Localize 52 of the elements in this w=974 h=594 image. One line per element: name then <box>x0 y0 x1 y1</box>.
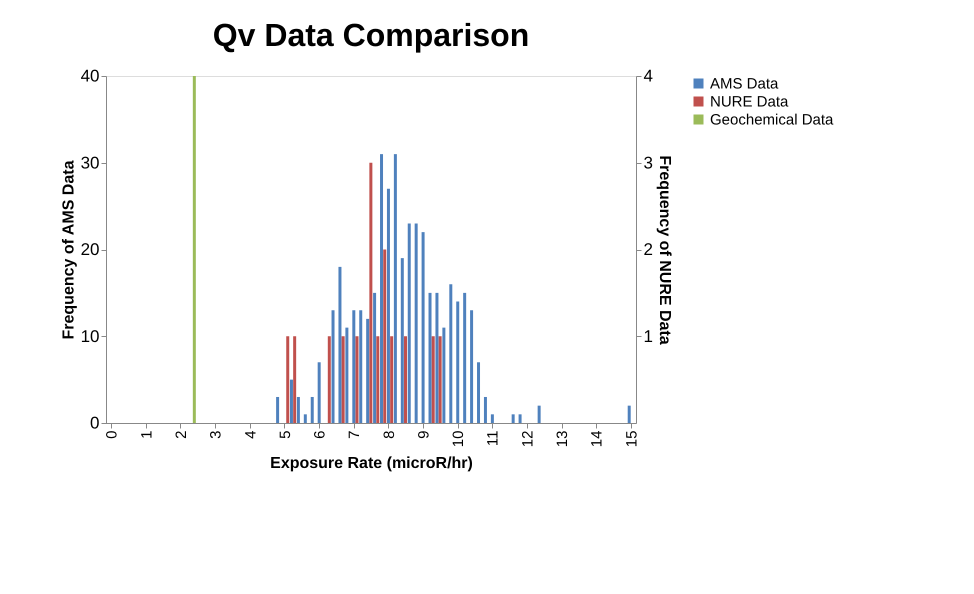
x-tick-label: 14 <box>588 430 606 448</box>
y-tick-label: 10 <box>80 326 100 346</box>
y2-tick-label: 2 <box>644 240 653 259</box>
bar <box>276 396 280 423</box>
bar <box>463 292 466 423</box>
x-tick-label: 10 <box>450 430 468 448</box>
x-tick-label: 13 <box>554 430 572 448</box>
legend-label: AMS Data <box>710 76 780 92</box>
y-tick-label: 40 <box>80 66 100 86</box>
y2-axis-title: Frequency of NURE Data <box>656 155 673 345</box>
y-tick-label: 30 <box>80 153 100 172</box>
x-axis-title: Exposure Rate (microR/hr) <box>270 455 473 472</box>
bar <box>422 232 425 423</box>
x-tick-label: 7 <box>346 430 364 439</box>
x-tick-label: 12 <box>519 430 536 448</box>
bar <box>408 223 411 423</box>
y-axis-title: Frequency of AMS Data <box>60 160 78 340</box>
bar <box>512 414 515 423</box>
bar <box>394 154 397 423</box>
bar <box>296 396 300 423</box>
bar <box>318 362 321 423</box>
bar <box>518 414 522 423</box>
bar <box>628 406 631 423</box>
legend-label: Geochemical Data <box>710 112 834 128</box>
bar <box>470 310 474 423</box>
bar <box>490 414 494 423</box>
legend-label: NURE Data <box>710 94 790 110</box>
x-tick-label: 1 <box>138 430 156 439</box>
bar <box>310 396 314 423</box>
x-tick-label: 0 <box>104 430 121 439</box>
y2-tick-label: 1 <box>644 326 653 346</box>
bar <box>456 302 460 423</box>
x-tick-label: 5 <box>276 430 294 439</box>
y2-tick-label: 3 <box>644 153 653 172</box>
bar <box>192 76 196 423</box>
bar <box>449 284 452 423</box>
x-tick-label: 6 <box>312 430 329 439</box>
x-tick-label: 15 <box>623 430 640 448</box>
bar <box>414 223 418 423</box>
x-tick-label: 2 <box>172 430 190 439</box>
y-tick-label: 20 <box>80 240 100 259</box>
bar <box>538 406 541 423</box>
chart-title: Qv Data Comparison <box>212 17 530 53</box>
x-tick-label: 9 <box>415 430 432 439</box>
x-tick-label: 4 <box>242 430 260 439</box>
x-tick-label: 11 <box>484 430 502 446</box>
x-tick-label: 3 <box>208 430 225 439</box>
bar <box>477 362 480 423</box>
x-tick-label: 8 <box>380 430 398 439</box>
y2-tick-label: 4 <box>644 66 653 86</box>
bar <box>304 414 307 423</box>
bar <box>484 396 487 423</box>
